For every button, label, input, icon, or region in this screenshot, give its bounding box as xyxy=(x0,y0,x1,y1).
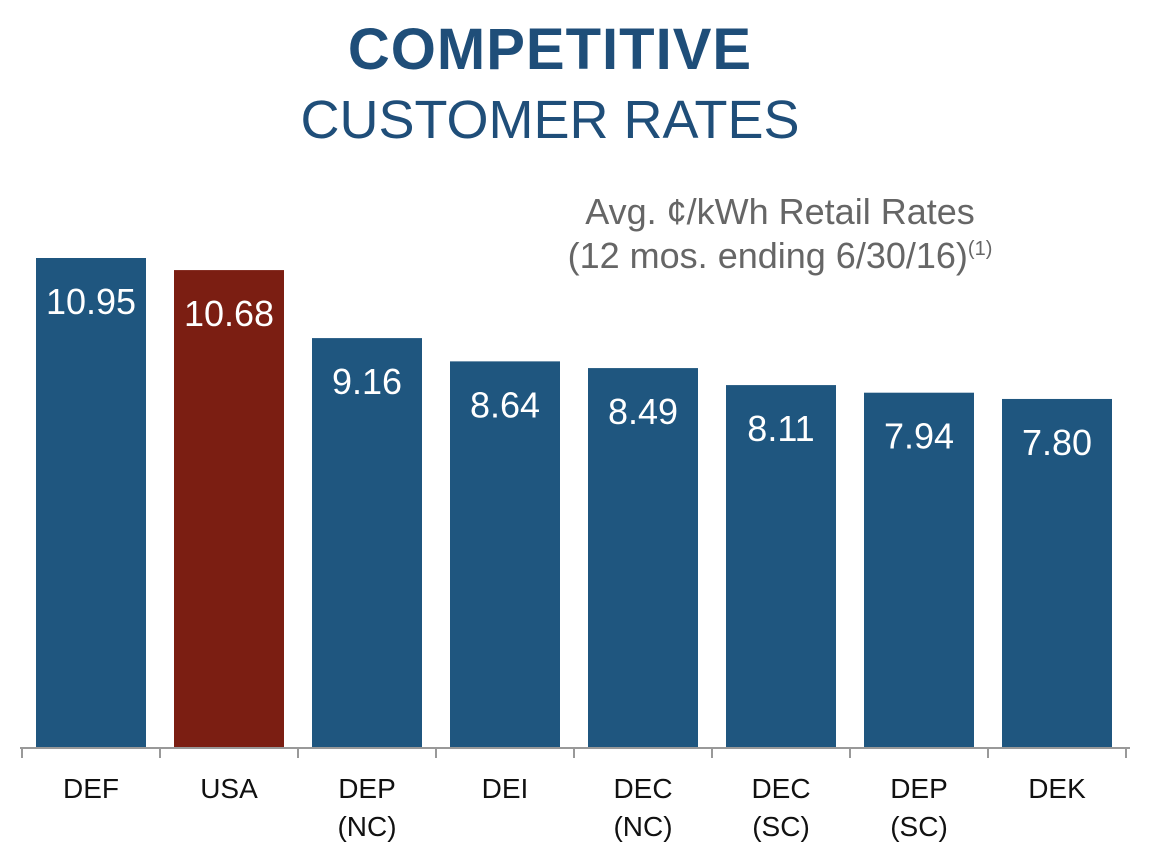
units-annotation-line2: (12 mos. ending 6/30/16)(1) xyxy=(520,234,1040,278)
bar-1 xyxy=(174,270,284,748)
bar-0 xyxy=(36,258,146,748)
category-label-2-line-1: (NC) xyxy=(337,811,396,842)
value-label-5: 8.11 xyxy=(747,408,814,449)
category-label-3-line-0: DEI xyxy=(482,773,529,804)
value-label-3: 8.64 xyxy=(470,384,540,425)
category-label-2-line-0: DEP xyxy=(338,773,396,804)
units-annotation: Avg. ¢/kWh Retail Rates (12 mos. ending … xyxy=(520,190,1040,278)
x-axis xyxy=(20,747,1130,758)
category-label-6-line-0: DEP xyxy=(890,773,948,804)
bar-2 xyxy=(312,338,422,748)
bar-5 xyxy=(726,385,836,748)
value-label-0: 10.95 xyxy=(46,281,136,322)
value-label-1: 10.68 xyxy=(184,293,274,334)
category-label-5-line-1: (SC) xyxy=(752,811,810,842)
units-annotation-period: (12 mos. ending 6/30/16) xyxy=(567,235,968,276)
units-annotation-line1: Avg. ¢/kWh Retail Rates xyxy=(585,191,975,232)
chart-title: COMPETITIVE xyxy=(347,17,753,82)
category-label-1-line-0: USA xyxy=(200,773,258,804)
footnote-marker: (1) xyxy=(967,238,993,260)
bar-4 xyxy=(588,368,698,748)
value-label-6: 7.94 xyxy=(884,416,954,457)
category-label-4-line-0: DEC xyxy=(613,773,672,804)
category-label-6-line-1: (SC) xyxy=(890,811,948,842)
category-label-7-line-0: DEK xyxy=(1028,773,1086,804)
bar-7 xyxy=(1002,398,1112,748)
bar-3 xyxy=(450,361,560,748)
category-label-0-line-0: DEF xyxy=(63,773,119,804)
value-labels-group: 10.95 10.68 9.16 8.64 8.49 8.11 7.94 7.80 xyxy=(46,281,1092,463)
category-label-4-line-1: (NC) xyxy=(613,811,672,842)
category-labels-group: DEF USA DEP (NC) DEI DEC (NC) DEC (SC) DEP (SC) DEK xyxy=(63,773,1086,842)
bars-group xyxy=(36,258,1112,748)
bar-6 xyxy=(864,392,974,748)
category-label-5-line-0: DEC xyxy=(751,773,810,804)
value-label-2: 9.16 xyxy=(332,361,402,402)
chart-subtitle: CUSTOMER RATES xyxy=(300,90,800,150)
value-label-7: 7.80 xyxy=(1022,422,1092,463)
value-label-4: 8.49 xyxy=(608,391,678,432)
